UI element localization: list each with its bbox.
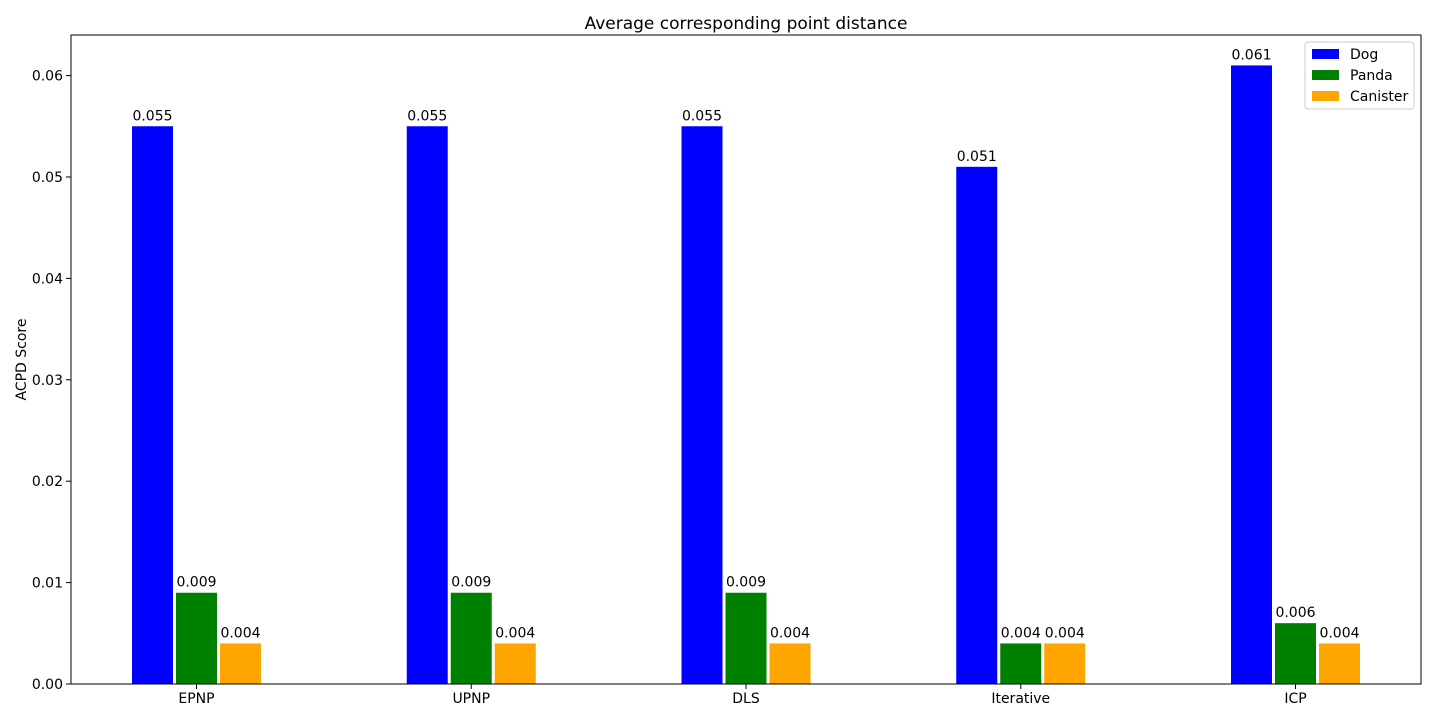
bar-canister-dls [769, 643, 811, 684]
bar-canister-iterative [1044, 643, 1086, 684]
data-label: 0.004 [1045, 625, 1085, 641]
x-tick-label: UPNP [452, 691, 490, 707]
bar-panda-dls [725, 592, 767, 684]
bar-dog-epnp [132, 126, 173, 684]
data-label: 0.009 [726, 575, 766, 591]
data-label: 0.004 [220, 625, 260, 641]
legend-swatch-panda [1312, 70, 1339, 80]
data-label: 0.006 [1275, 605, 1315, 621]
y-tick-label: 0.06 [32, 69, 63, 85]
x-tick-label: ICP [1284, 691, 1306, 707]
plot-frame [70, 34, 1422, 685]
legend: Dog Panda Canister [1304, 41, 1415, 110]
bar-dog-iterative [956, 166, 998, 684]
y-tick-label: 0.01 [32, 576, 63, 592]
y-tick-label: 0.05 [32, 170, 63, 186]
data-label: 0.055 [132, 108, 172, 124]
legend-label-dog: Dog [1350, 47, 1378, 63]
y-tick-label: 0.03 [32, 373, 63, 389]
data-label: 0.004 [495, 625, 535, 641]
y-tick-label: 0.04 [32, 271, 63, 287]
data-label: 0.009 [451, 575, 491, 591]
plot-content: 0.00 0.01 0.02 0.03 0.04 0.05 0.06 EPNP 0.055 0.0… [32, 47, 1360, 707]
data-label: 0.004 [1001, 625, 1041, 641]
x-tick-label: EPNP [178, 691, 214, 707]
data-label: 0.004 [770, 625, 810, 641]
bar-dog-dls [681, 126, 723, 684]
data-label: 0.061 [1231, 47, 1271, 63]
legend-label-canister: Canister [1350, 89, 1409, 105]
y-axis-label: ACPD Score [14, 319, 30, 401]
bar-dog-icp [1231, 65, 1272, 684]
bar-canister-icp [1319, 643, 1360, 684]
bar-dog-upnp [406, 126, 448, 684]
x-tick-label: Iterative [991, 691, 1050, 707]
y-tick-label: 0.00 [32, 677, 63, 693]
bar-canister-upnp [494, 643, 536, 684]
data-label: 0.055 [682, 108, 722, 124]
data-label: 0.055 [407, 108, 447, 124]
data-label: 0.004 [1319, 625, 1359, 641]
bar-panda-upnp [450, 592, 492, 684]
legend-label-panda: Panda [1350, 68, 1393, 84]
legend-swatch-dog [1312, 49, 1339, 59]
bar-panda-epnp [176, 592, 217, 684]
bar-panda-icp [1275, 623, 1316, 684]
legend-swatch-canister [1312, 91, 1339, 101]
bar-canister-epnp [220, 643, 261, 684]
bar-panda-iterative [1000, 643, 1042, 684]
data-label: 0.009 [176, 575, 216, 591]
y-tick-label: 0.02 [32, 474, 63, 490]
chart-title: Average corresponding point distance [585, 14, 908, 34]
data-label: 0.051 [957, 149, 997, 165]
x-tick-label: DLS [732, 691, 760, 707]
